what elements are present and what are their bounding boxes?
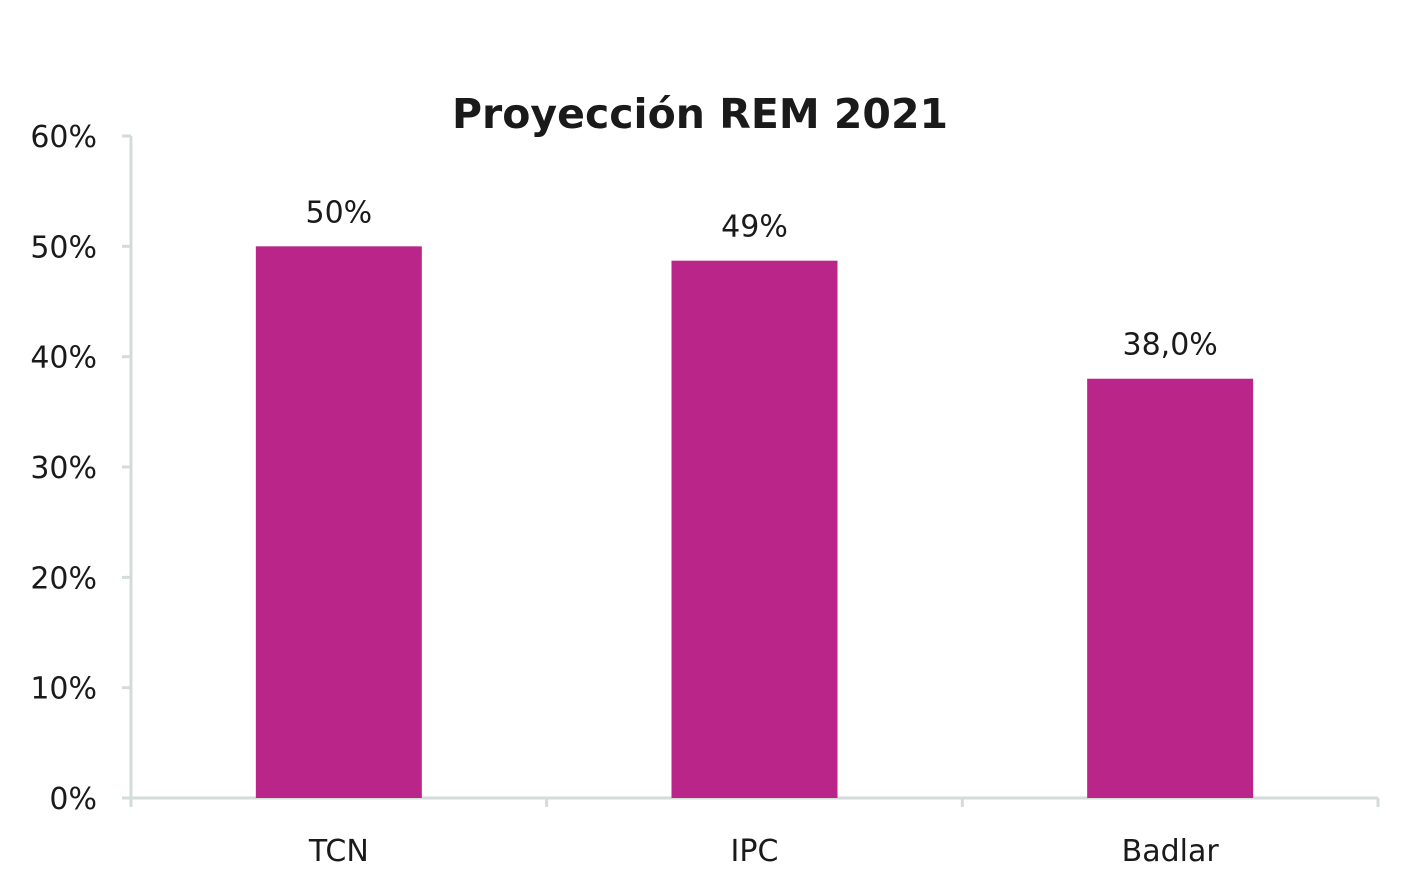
bar-badlar [1087,378,1254,798]
bars [255,246,1254,799]
y-axis: 0% 10% 20% 30% 40% 50% 60% [30,120,133,817]
x-axis [122,796,1380,807]
y-tick-label: 60% [30,120,97,155]
y-tick-label: 50% [30,230,97,265]
bar-ipc [671,260,838,799]
data-label-badlar: 38,0% [1123,328,1218,363]
chart-title: Proyección REM 2021 [452,90,948,138]
data-label-tcn: 50% [305,195,372,230]
y-tick-label: 10% [30,672,97,707]
y-tick-label: 30% [30,451,97,486]
bar-tcn [255,246,422,799]
y-tick-label: 40% [30,341,97,376]
x-tick-label-badlar: Badlar [1122,834,1220,869]
x-tick-labels: TCN IPC Badlar [308,834,1220,869]
data-label-ipc: 49% [721,210,788,245]
x-tick-label-tcn: TCN [308,834,369,869]
data-labels: 50% 49% 38,0% [305,195,1217,362]
x-tick-label-ipc: IPC [731,834,779,869]
y-tick-label: 0% [49,782,97,817]
y-tick-label: 20% [30,561,97,596]
